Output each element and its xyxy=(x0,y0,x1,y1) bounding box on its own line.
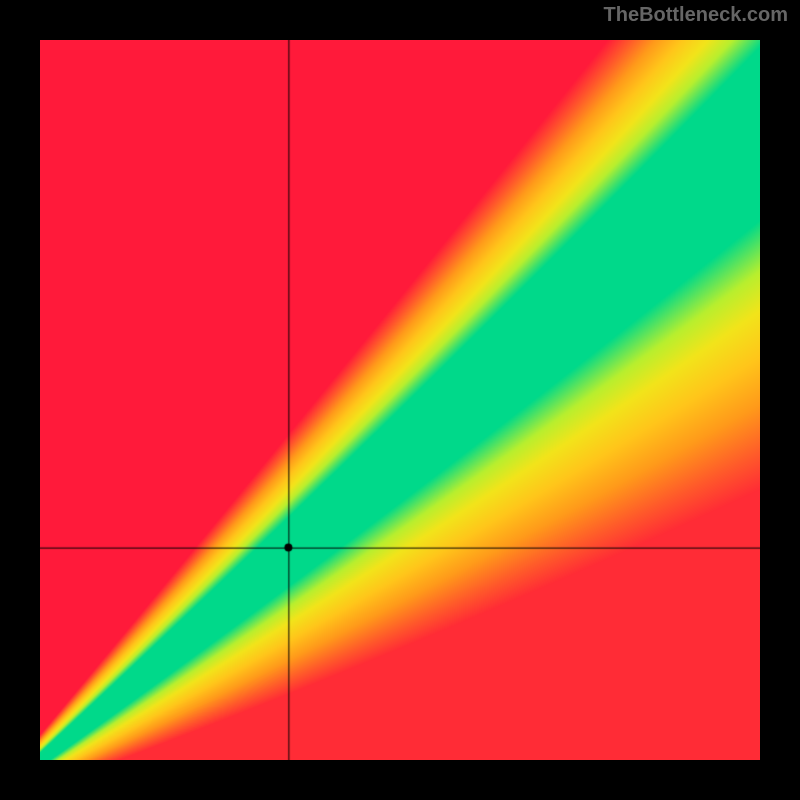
watermark-label: TheBottleneck.com xyxy=(604,4,788,27)
chart-container: TheBottleneck.com xyxy=(0,0,800,800)
heatmap-plot xyxy=(40,40,760,760)
heatmap-canvas xyxy=(40,40,760,760)
